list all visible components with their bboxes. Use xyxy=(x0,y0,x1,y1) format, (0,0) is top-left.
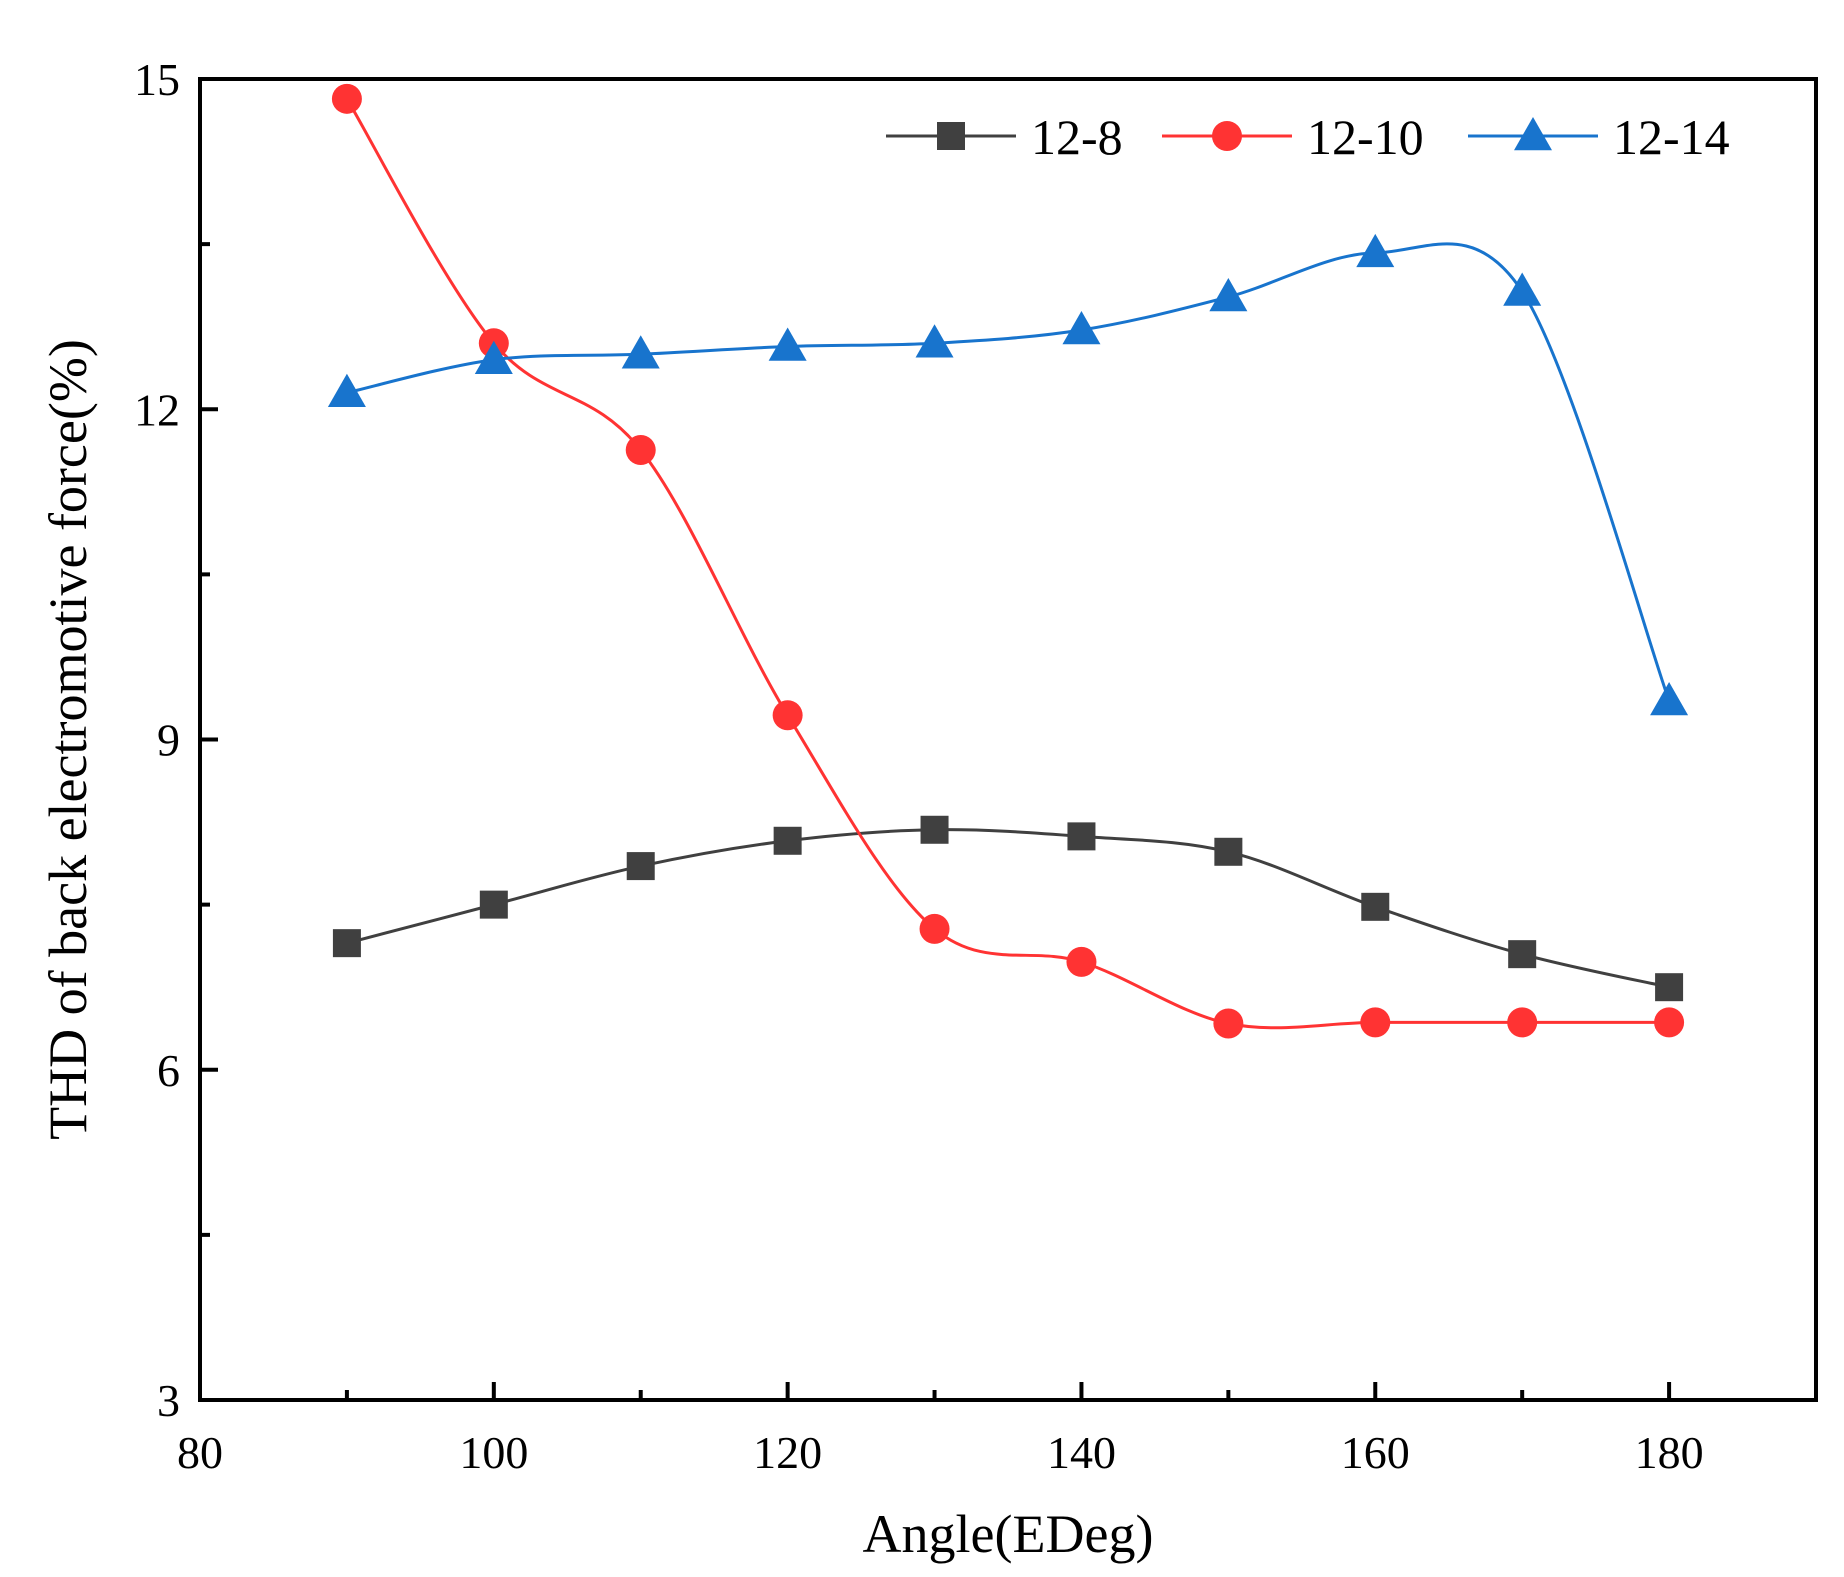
legend-marker xyxy=(1212,121,1242,151)
series-line xyxy=(345,98,1670,1030)
plot-border xyxy=(198,77,1818,1402)
data-point xyxy=(1066,946,1097,977)
x-tick-label: 80 xyxy=(177,1427,223,1478)
data-point xyxy=(1062,310,1101,345)
data-point xyxy=(1503,272,1542,306)
data-point xyxy=(479,890,508,919)
data-point xyxy=(1654,1007,1685,1038)
data-point xyxy=(626,852,655,881)
x-axis-title: Angle(EDeg) xyxy=(863,1504,1154,1564)
data-point xyxy=(327,373,366,407)
legend-label: 12-14 xyxy=(1613,109,1730,165)
y-tick-label: 9 xyxy=(157,715,180,766)
data-point xyxy=(621,335,660,369)
y-axis: 3 6 9 12 15 xyxy=(134,54,218,1426)
legend-item: 12-14 xyxy=(1468,109,1730,165)
y-tick-label: 12 xyxy=(134,384,180,435)
data-point xyxy=(331,83,362,114)
x-tick-label: 160 xyxy=(1341,1427,1410,1478)
data-point xyxy=(1508,940,1537,969)
data-point xyxy=(772,700,803,731)
series-layer xyxy=(327,83,1689,1039)
data-point xyxy=(768,327,807,361)
series-12-8 xyxy=(332,815,1684,1002)
data-point xyxy=(1507,1007,1538,1038)
y-axis-title: THD of back electromotive force(%) xyxy=(38,339,98,1140)
data-point xyxy=(1214,837,1243,866)
data-point xyxy=(474,340,513,374)
x-tick-label: 100 xyxy=(459,1427,528,1478)
data-point xyxy=(1213,1008,1244,1039)
data-point xyxy=(1209,277,1248,312)
legend-marker xyxy=(1514,117,1552,151)
series-line xyxy=(346,242,1671,702)
x-tick-label: 180 xyxy=(1635,1427,1704,1478)
data-point xyxy=(625,434,656,465)
data-point xyxy=(773,826,802,855)
legend-item: 12-8 xyxy=(886,109,1123,165)
series-line xyxy=(346,828,1670,989)
legend-label: 12-8 xyxy=(1031,109,1123,165)
y-tick-label: 15 xyxy=(134,54,180,105)
x-tick-label: 140 xyxy=(1047,1427,1116,1478)
legend-marker xyxy=(937,122,965,150)
data-point xyxy=(1067,822,1096,851)
series-12-14 xyxy=(327,233,1689,716)
x-axis: 80 100 120 140 160 180 xyxy=(177,1382,1704,1478)
legend-label: 12-10 xyxy=(1307,109,1424,165)
data-point xyxy=(332,929,361,958)
data-point xyxy=(1361,892,1390,921)
data-point xyxy=(919,913,950,944)
data-point xyxy=(920,815,949,844)
legend: 12-8 12-10 12-14 xyxy=(886,109,1730,165)
y-tick-label: 3 xyxy=(157,1375,180,1426)
data-point xyxy=(1360,1007,1391,1038)
series-12-10 xyxy=(331,83,1685,1039)
data-point xyxy=(1650,681,1689,716)
x-tick-label: 120 xyxy=(753,1427,822,1478)
data-point xyxy=(1356,233,1395,268)
data-point xyxy=(1655,973,1684,1002)
plot-area xyxy=(198,77,1818,1402)
y-tick-label: 6 xyxy=(157,1045,180,1096)
legend-item: 12-10 xyxy=(1162,109,1424,165)
data-point xyxy=(915,324,954,358)
